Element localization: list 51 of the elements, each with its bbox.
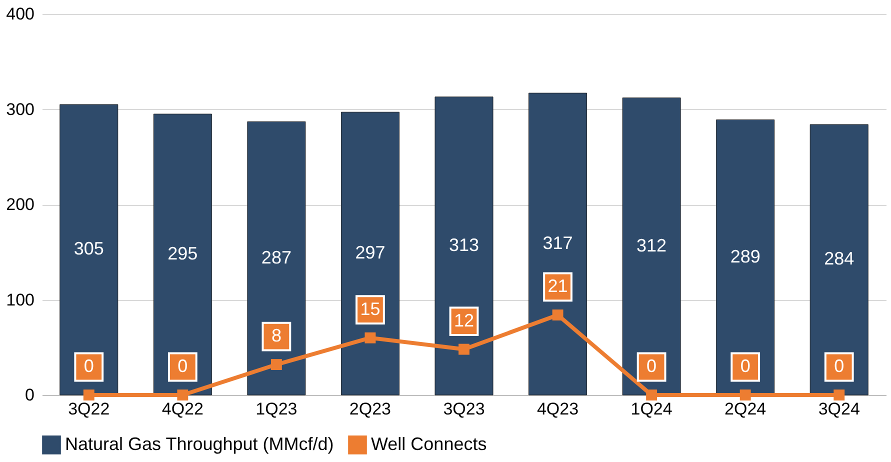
- point: [270, 359, 282, 370]
- data-label: 287: [261, 247, 292, 268]
- x-tick-label: 3Q24: [818, 400, 860, 418]
- point: [83, 390, 94, 400]
- data-label: 0: [84, 356, 94, 376]
- x-tick-label: 3Q23: [443, 400, 485, 418]
- data-label: 312: [636, 235, 667, 256]
- y-tick-label: 200: [6, 195, 34, 214]
- bar: [340, 112, 400, 396]
- point: [646, 390, 658, 400]
- y-tick-label: 400: [6, 4, 34, 24]
- bar: [810, 124, 868, 396]
- bar: [247, 121, 306, 396]
- legend-label: Well Connects: [371, 434, 487, 454]
- data-label: 295: [168, 244, 198, 264]
- x-tick-label: 1Q24: [630, 400, 672, 418]
- data-label: 21: [548, 276, 568, 296]
- data-label: 0: [834, 356, 844, 376]
- data-label: 0: [178, 356, 188, 376]
- legend-label: Natural Gas Throughput (MMcf/d): [65, 434, 334, 454]
- data-label: 12: [454, 310, 474, 330]
- x-tick-label: 1Q23: [256, 400, 298, 418]
- y-tick-label: 300: [6, 100, 34, 119]
- bar: [434, 96, 494, 396]
- point: [740, 390, 751, 400]
- point: [834, 390, 845, 400]
- data-label: 317: [542, 233, 573, 254]
- point: [552, 310, 564, 320]
- bar: [528, 92, 588, 396]
- bar: [60, 104, 118, 396]
- y-tick-label: 100: [6, 290, 34, 310]
- x-tick-label: 4Q22: [162, 400, 204, 418]
- data-label: 297: [355, 242, 386, 263]
- data-label: 284: [824, 248, 854, 269]
- point: [177, 390, 188, 400]
- data-label: 15: [360, 298, 380, 319]
- data-label: 289: [730, 246, 760, 266]
- x-tick-label: 2Q24: [724, 400, 766, 418]
- x-tick-label: 3Q22: [68, 400, 110, 418]
- bar: [153, 114, 212, 396]
- y-tick-label: 0: [25, 386, 34, 404]
- data-label: 305: [74, 238, 104, 259]
- x-tick-label: 4Q23: [536, 400, 579, 418]
- x-tick-label: 2Q23: [349, 400, 392, 418]
- bar: [622, 98, 681, 396]
- data-label: 8: [271, 326, 282, 346]
- point: [458, 344, 470, 355]
- data-label: 0: [740, 356, 750, 376]
- data-label: 0: [646, 356, 657, 376]
- point: [364, 332, 376, 344]
- data-label: 313: [448, 234, 480, 255]
